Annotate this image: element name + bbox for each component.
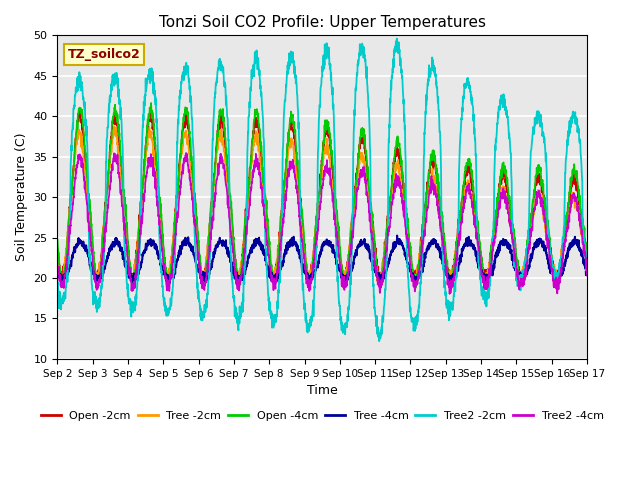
Tree2 -4cm — [537, 201, 545, 207]
Line: Tree -4cm: Tree -4cm — [58, 236, 587, 283]
Tree -2cm — [476, 260, 484, 265]
Line: Tree -2cm: Tree -2cm — [58, 127, 587, 286]
Tree2 -4cm — [446, 291, 454, 297]
Tree2 -2cm — [54, 282, 61, 288]
Tree -4cm — [377, 280, 385, 286]
Text: TZ_soilco2: TZ_soilco2 — [68, 48, 141, 61]
Tree2 -2cm — [349, 209, 356, 215]
Open -4cm — [349, 204, 357, 209]
Open -4cm — [552, 279, 559, 285]
Line: Tree2 -2cm: Tree2 -2cm — [58, 38, 587, 341]
Tree -4cm — [537, 239, 545, 245]
Tree -4cm — [552, 275, 559, 281]
Tree -4cm — [54, 271, 61, 276]
Tree2 -4cm — [202, 280, 209, 286]
Open -4cm — [537, 167, 545, 173]
Tree -2cm — [349, 207, 357, 213]
Tree -2cm — [537, 200, 545, 206]
Tree -4cm — [394, 233, 401, 239]
Open -4cm — [583, 256, 591, 262]
Tree2 -2cm — [376, 338, 383, 344]
Open -4cm — [54, 236, 61, 242]
Tree2 -4cm — [476, 258, 484, 264]
Tree2 -2cm — [201, 304, 209, 310]
Open -4cm — [483, 285, 490, 291]
Open -2cm — [54, 245, 61, 251]
Line: Open -4cm: Open -4cm — [58, 103, 587, 288]
Open -2cm — [76, 107, 84, 112]
Tree2 -2cm — [393, 36, 401, 41]
Tree -4cm — [476, 269, 484, 275]
Tree2 -2cm — [537, 112, 545, 118]
X-axis label: Time: Time — [307, 384, 337, 397]
Open -2cm — [476, 249, 484, 255]
Tree -2cm — [338, 267, 346, 273]
Tree -2cm — [54, 251, 61, 256]
Tree -2cm — [583, 255, 591, 261]
Open -4cm — [147, 100, 155, 106]
Tree -4cm — [337, 269, 345, 275]
Open -2cm — [338, 269, 346, 275]
Tree2 -4cm — [552, 282, 559, 288]
Tree2 -2cm — [337, 314, 345, 320]
Line: Open -2cm: Open -2cm — [58, 109, 587, 290]
Open -4cm — [202, 275, 209, 280]
Tree -2cm — [552, 276, 559, 282]
Open -4cm — [476, 247, 484, 252]
Tree2 -4cm — [349, 228, 357, 233]
Line: Tree2 -4cm: Tree2 -4cm — [58, 153, 587, 294]
Legend: Open -2cm, Tree -2cm, Open -4cm, Tree -4cm, Tree2 -2cm, Tree2 -4cm: Open -2cm, Tree -2cm, Open -4cm, Tree -4… — [36, 407, 608, 425]
Title: Tonzi Soil CO2 Profile: Upper Temperatures: Tonzi Soil CO2 Profile: Upper Temperatur… — [159, 15, 486, 30]
Open -2cm — [552, 277, 559, 283]
Tree -4cm — [349, 265, 356, 271]
Open -2cm — [202, 265, 209, 271]
Tree -2cm — [202, 271, 209, 276]
Open -4cm — [338, 264, 346, 269]
Open -2cm — [537, 173, 545, 179]
Tree2 -2cm — [552, 276, 559, 282]
Tree -2cm — [110, 124, 118, 130]
Tree2 -2cm — [476, 273, 484, 279]
Tree2 -4cm — [54, 262, 61, 268]
Y-axis label: Soil Temperature (C): Soil Temperature (C) — [15, 133, 28, 262]
Tree -4cm — [201, 276, 209, 282]
Tree2 -4cm — [182, 150, 190, 156]
Tree -4cm — [583, 264, 591, 270]
Tree2 -2cm — [583, 260, 591, 265]
Open -2cm — [447, 287, 454, 293]
Tree2 -4cm — [338, 274, 346, 279]
Open -2cm — [583, 258, 591, 264]
Tree -2cm — [341, 283, 349, 289]
Tree2 -4cm — [583, 273, 591, 278]
Open -2cm — [349, 207, 357, 213]
